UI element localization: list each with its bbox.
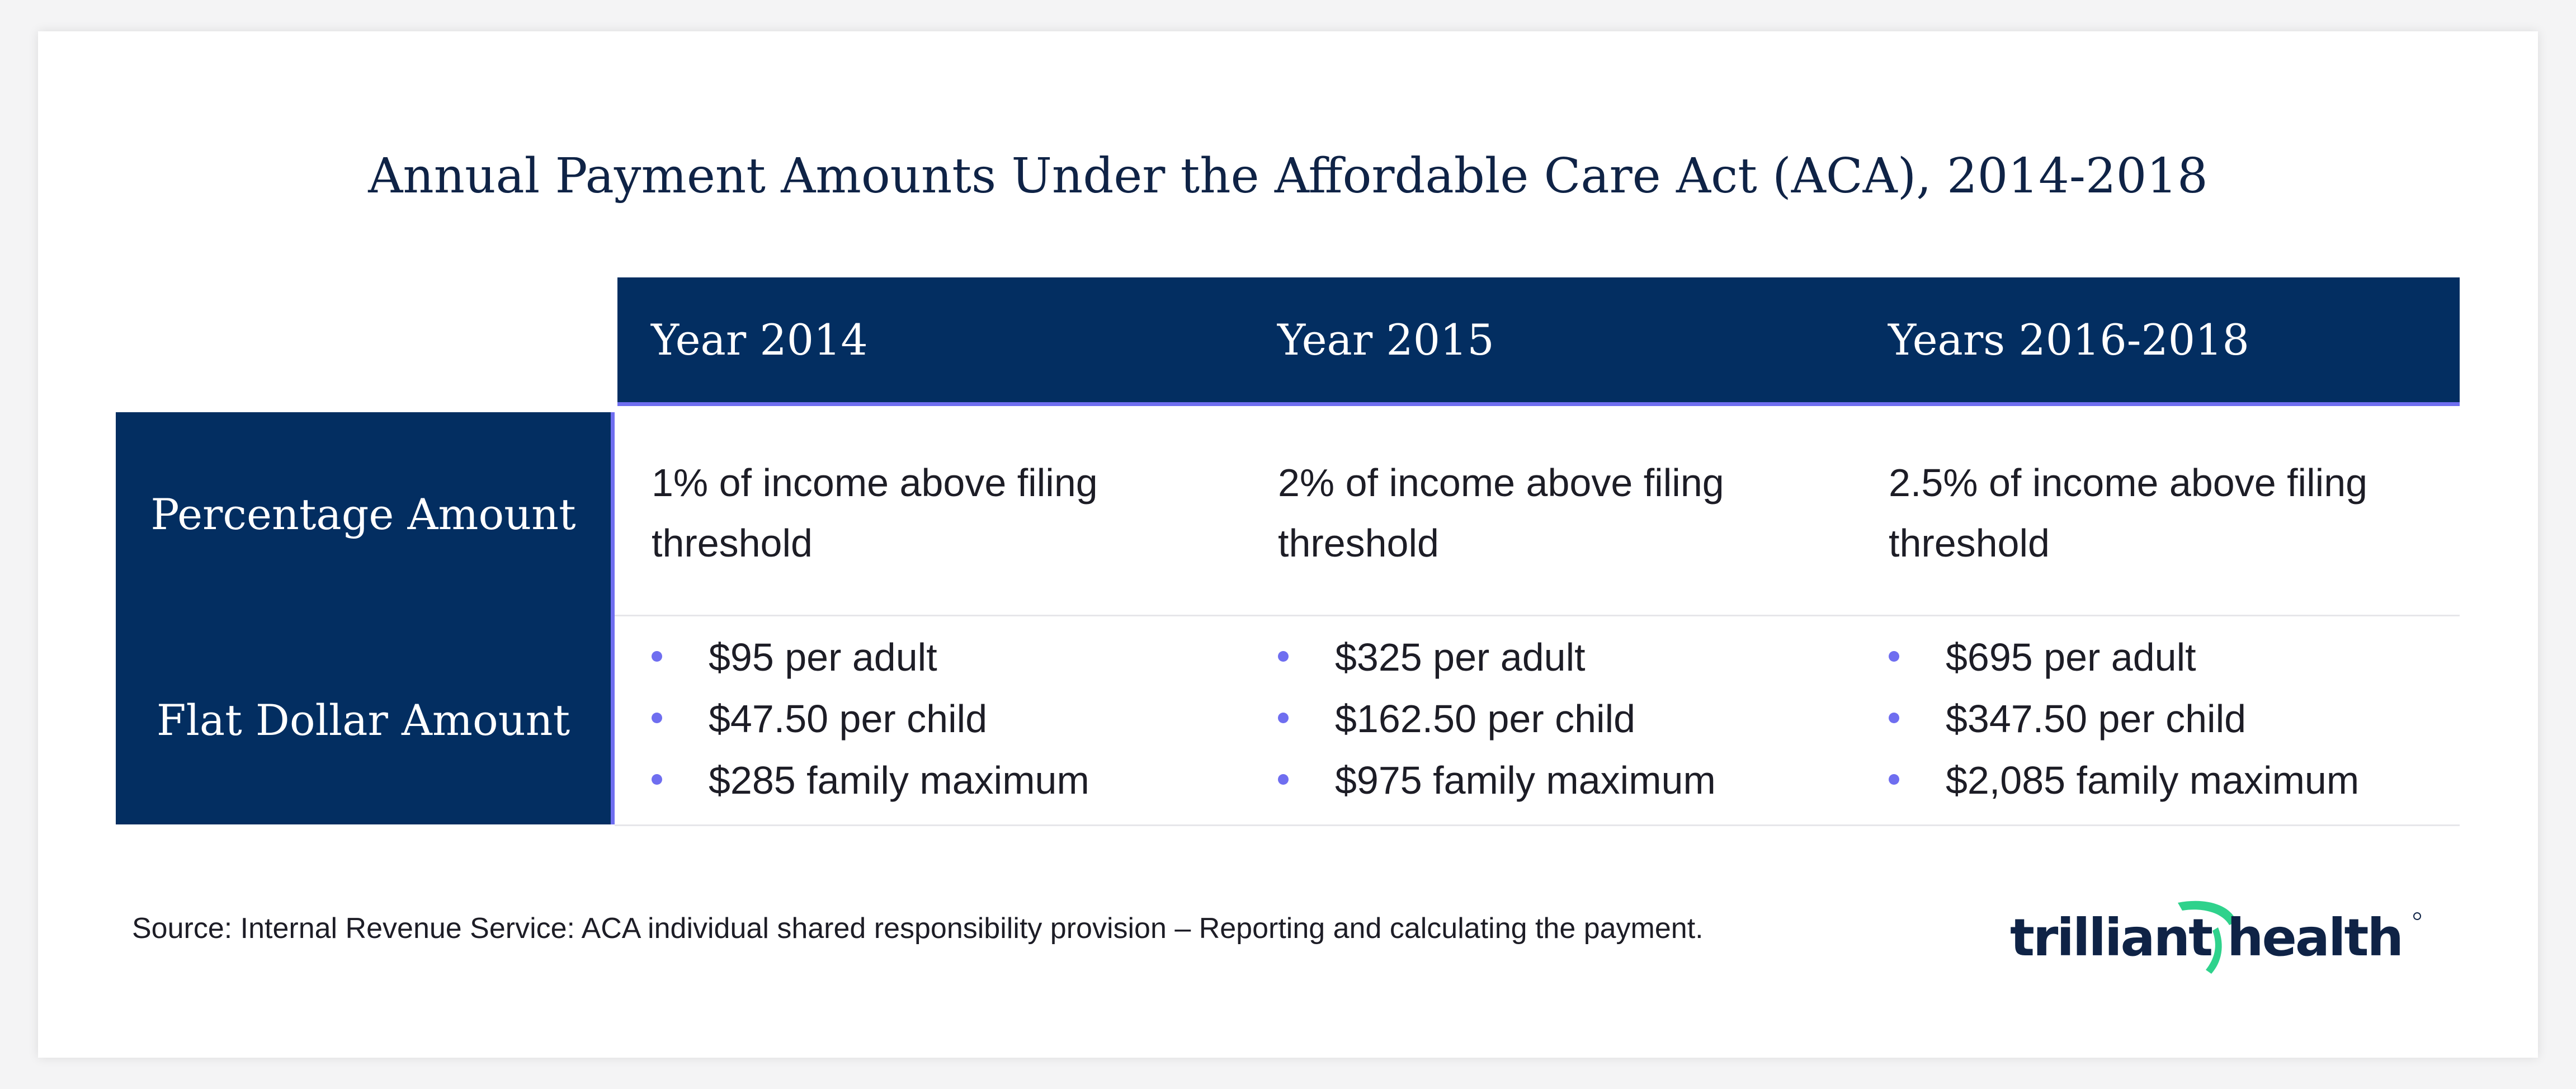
list-item: $47.50 per child [652,688,1211,749]
page-title: Annual Payment Amounts Under the Afforda… [368,148,2208,204]
percentage-cell-2016-2018: 2.5% of income above filing threshold [1889,461,2368,565]
bullet-icon [1278,651,1289,662]
row-label-percentage-text: Percentage Amount [150,489,576,539]
list-item: $285 family maximum [652,749,1211,811]
bullet-icon [1278,713,1289,723]
table-header: Year 2014 Year 2015 Years 2016-2018 [617,277,2460,406]
list-item: $347.50 per child [1889,688,2448,749]
percentage-cell-2015: 2% of income above filing threshold [1278,461,1724,565]
column-header-2014: Year 2014 [651,315,868,365]
svg-text:health: health [2227,908,2402,968]
row-divider [615,824,2460,826]
column-header-2016-2018: Years 2016-2018 [1888,315,2249,365]
flat-cell-2014: $95 per adult $47.50 per child $285 fami… [652,626,1211,811]
bullet-icon [652,713,662,723]
list-item: $95 per adult [652,626,1211,688]
list-item: $162.50 per child [1278,688,1837,749]
row-label-flat-dollar-text: Flat Dollar Amount [156,695,570,745]
column-header-2015: Year 2015 [1277,315,1494,365]
row-label-percentage: Percentage Amount [116,412,615,616]
flat-cell-2016-2018: $695 per adult $347.50 per child $2,085 … [1889,626,2448,811]
list-item: $975 family maximum [1278,749,1837,811]
bullet-icon [1278,774,1289,785]
row-divider [615,615,2460,616]
bullet-icon [1889,651,1899,662]
list-item: $325 per adult [1278,626,1837,688]
trilliant-health-logo: trilliant health [2010,901,2421,974]
list-item: $695 per adult [1889,626,2448,688]
bullet-icon [652,651,662,662]
bullet-icon [652,774,662,785]
flat-cell-2015: $325 per adult $162.50 per child $975 fa… [1278,626,1837,811]
bullet-icon [1889,774,1899,785]
row-label-flat-dollar: Flat Dollar Amount [116,616,615,824]
svg-text:trilliant: trilliant [2010,908,2212,968]
bullet-icon [1889,713,1899,723]
infographic-card: Annual Payment Amounts Under the Afforda… [38,31,2538,1058]
list-item: $2,085 family maximum [1889,749,2448,811]
percentage-cell-2014: 1% of income above filing threshold [652,461,1098,565]
source-note: Source: Internal Revenue Service: ACA in… [132,912,1704,945]
